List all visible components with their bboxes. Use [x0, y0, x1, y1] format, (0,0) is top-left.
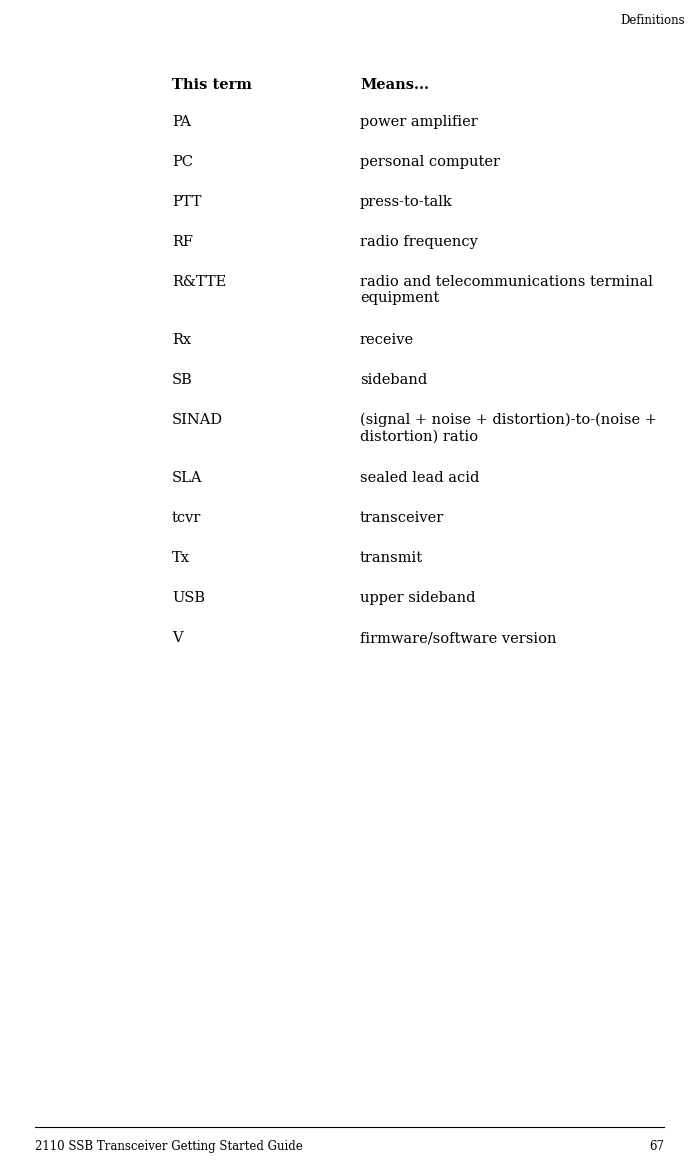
Text: This term: This term — [172, 78, 252, 92]
Text: sideband: sideband — [360, 372, 427, 386]
Text: transmit: transmit — [360, 551, 423, 565]
Text: radio and telecommunications terminal
equipment: radio and telecommunications terminal eq… — [360, 275, 653, 305]
Text: power amplifier: power amplifier — [360, 115, 477, 129]
Text: press-to-talk: press-to-talk — [360, 196, 453, 210]
Text: transceiver: transceiver — [360, 511, 445, 525]
Text: upper sideband: upper sideband — [360, 591, 475, 605]
Text: SLA: SLA — [172, 471, 203, 485]
Text: sealed lead acid: sealed lead acid — [360, 471, 480, 485]
Text: (signal + noise + distortion)-to-(noise +
distortion) ratio: (signal + noise + distortion)-to-(noise … — [360, 413, 657, 443]
Text: tcvr: tcvr — [172, 511, 201, 525]
Text: Means...: Means... — [360, 78, 429, 92]
Text: V: V — [172, 631, 182, 645]
Text: PC: PC — [172, 155, 193, 169]
Text: receive: receive — [360, 333, 414, 347]
Text: USB: USB — [172, 591, 205, 605]
Text: Rx: Rx — [172, 333, 191, 347]
Text: RF: RF — [172, 235, 193, 249]
Text: SB: SB — [172, 372, 193, 386]
Text: firmware/software version: firmware/software version — [360, 631, 556, 645]
Text: Tx: Tx — [172, 551, 190, 565]
Text: R&TTE: R&TTE — [172, 275, 226, 289]
Text: PTT: PTT — [172, 196, 201, 210]
Text: personal computer: personal computer — [360, 155, 500, 169]
Text: Definitions: Definitions — [621, 14, 685, 27]
Text: PA: PA — [172, 115, 191, 129]
Text: radio frequency: radio frequency — [360, 235, 478, 249]
Text: SINAD: SINAD — [172, 413, 223, 427]
Text: 2110 SSB Transceiver Getting Started Guide: 2110 SSB Transceiver Getting Started Gui… — [35, 1140, 303, 1154]
Text: 67: 67 — [649, 1140, 664, 1154]
